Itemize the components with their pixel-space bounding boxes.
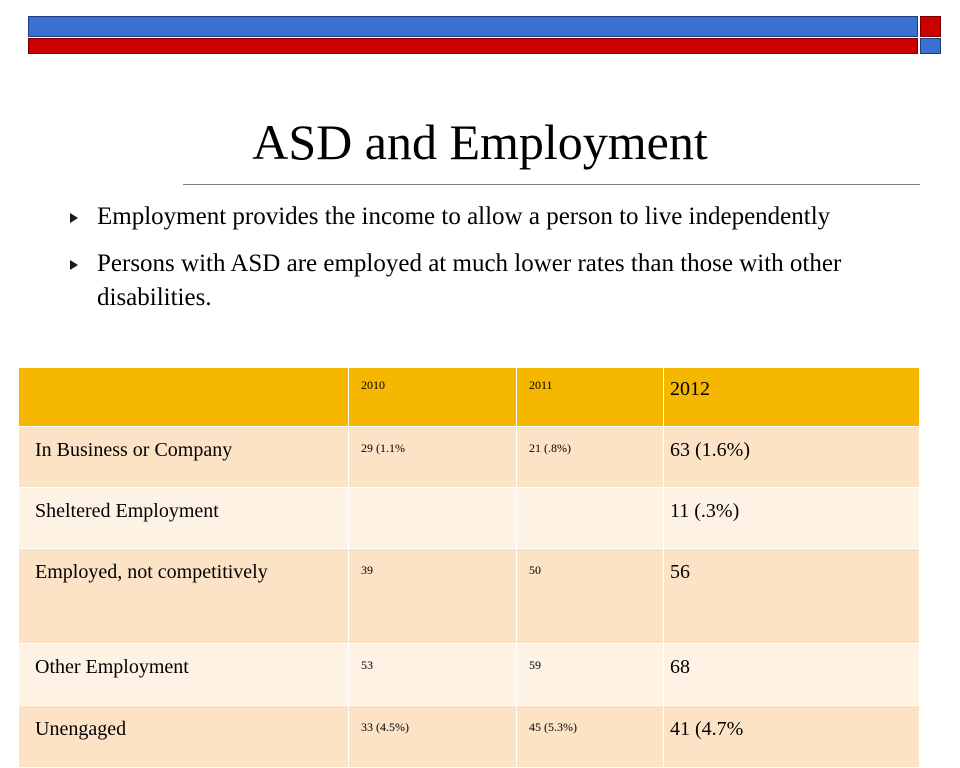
cell-2011: 59 <box>516 643 664 706</box>
bullet-item: Persons with ASD are employed at much lo… <box>68 247 868 315</box>
top-bar-blue <box>28 16 918 37</box>
row-label: In Business or Company <box>18 426 349 488</box>
corner-square-red <box>920 16 941 37</box>
cell-2012: 68 <box>663 643 920 706</box>
header-cell-2012: 2012 <box>663 367 920 427</box>
cell-2011: 50 <box>516 548 664 644</box>
triangle-bullet-icon <box>70 213 78 223</box>
row-label: Employed, not competitively <box>18 548 349 644</box>
slide-title: ASD and Employment <box>252 114 708 170</box>
title-divider <box>183 184 920 185</box>
top-bar-red <box>28 38 918 54</box>
cell-2012: 56 <box>663 548 920 644</box>
cell-2010: 29 (1.1% <box>348 426 517 488</box>
corner-square-blue <box>920 38 941 54</box>
header-cell-2011: 2011 <box>516 367 664 427</box>
cell-2010: 39 <box>348 548 517 644</box>
cell-2010 <box>348 487 517 549</box>
bullet-text: Employment provides the income to allow … <box>97 203 831 230</box>
cell-2012: 11 (.3%) <box>663 487 920 549</box>
table-row: Employed, not competitively 39 50 56 <box>18 548 920 644</box>
row-label: Sheltered Employment <box>18 487 349 549</box>
header-cell-2010: 2010 <box>348 367 517 427</box>
table-row: Sheltered Employment 11 (.3%) <box>18 487 920 549</box>
cell-2011: 21 (.8%) <box>516 426 664 488</box>
cell-2011 <box>516 487 664 549</box>
triangle-bullet-icon <box>70 260 78 270</box>
employment-table: 2010 2011 2012 In Business or Company 29… <box>18 367 920 768</box>
cell-2012: 63 (1.6%) <box>663 426 920 488</box>
cell-2012: 41 (4.7% <box>663 705 920 768</box>
table-row: Other Employment 53 59 68 <box>18 643 920 706</box>
bullet-text: Persons with ASD are employed at much lo… <box>97 250 842 311</box>
table-row: Unengaged 33 (4.5%) 45 (5.3%) 41 (4.7% <box>18 705 920 768</box>
table-header-row: 2010 2011 2012 <box>18 367 920 427</box>
header-cell-blank <box>18 367 349 427</box>
cell-2010: 33 (4.5%) <box>348 705 517 768</box>
bullet-list: Employment provides the income to allow … <box>68 200 868 328</box>
row-label: Unengaged <box>18 705 349 768</box>
cell-2010: 53 <box>348 643 517 706</box>
table-row: In Business or Company 29 (1.1% 21 (.8%)… <box>18 426 920 488</box>
row-label: Other Employment <box>18 643 349 706</box>
cell-2011: 45 (5.3%) <box>516 705 664 768</box>
bullet-item: Employment provides the income to allow … <box>68 200 868 234</box>
